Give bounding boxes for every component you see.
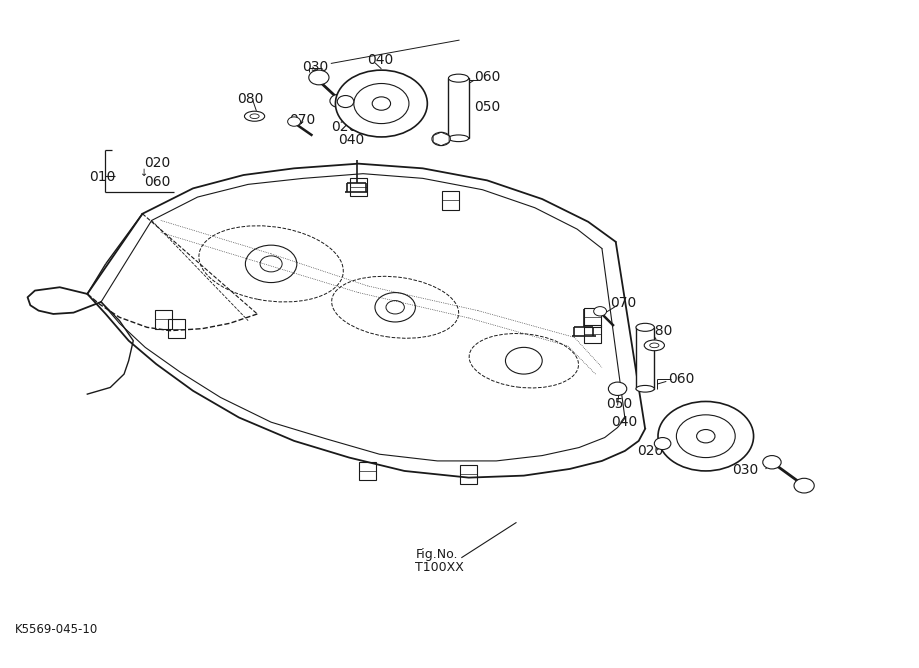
Bar xyxy=(350,178,367,196)
Text: 050: 050 xyxy=(474,100,501,114)
Text: 080: 080 xyxy=(237,92,264,106)
Circle shape xyxy=(288,117,301,126)
Bar xyxy=(359,462,376,480)
Circle shape xyxy=(594,307,607,316)
Ellipse shape xyxy=(244,112,265,122)
Text: 060: 060 xyxy=(144,176,171,189)
Bar xyxy=(584,325,601,343)
Ellipse shape xyxy=(448,74,469,82)
Text: K5569-045-10: K5569-045-10 xyxy=(15,623,98,637)
Circle shape xyxy=(309,70,329,85)
Circle shape xyxy=(658,401,754,471)
Circle shape xyxy=(608,382,627,395)
Text: 030: 030 xyxy=(302,60,329,73)
Ellipse shape xyxy=(448,135,469,142)
Text: 040: 040 xyxy=(368,53,394,67)
Circle shape xyxy=(697,430,715,443)
Text: 060: 060 xyxy=(668,373,695,386)
Text: 070: 070 xyxy=(610,297,637,310)
Ellipse shape xyxy=(636,323,654,331)
Circle shape xyxy=(337,96,354,108)
Text: 060: 060 xyxy=(474,71,501,84)
Circle shape xyxy=(335,70,427,137)
Bar xyxy=(442,191,459,210)
Circle shape xyxy=(354,84,409,124)
Bar xyxy=(155,310,172,329)
Bar xyxy=(460,465,477,484)
Text: 020: 020 xyxy=(331,120,357,134)
Bar xyxy=(584,308,601,327)
Circle shape xyxy=(676,415,735,458)
Bar xyxy=(168,319,185,338)
Text: 040: 040 xyxy=(338,134,365,147)
Text: 020: 020 xyxy=(144,156,171,170)
Circle shape xyxy=(372,97,391,110)
Ellipse shape xyxy=(644,340,664,351)
Bar xyxy=(448,78,469,138)
Circle shape xyxy=(763,456,781,469)
Circle shape xyxy=(432,132,450,146)
Text: T100XX: T100XX xyxy=(415,561,464,574)
Text: ↓: ↓ xyxy=(140,168,148,178)
Circle shape xyxy=(794,478,814,493)
Text: 010: 010 xyxy=(89,170,116,184)
Text: 040: 040 xyxy=(611,415,638,429)
Text: 050: 050 xyxy=(607,397,633,411)
Ellipse shape xyxy=(636,385,654,392)
Circle shape xyxy=(330,94,348,108)
Bar xyxy=(636,327,654,389)
Text: 040: 040 xyxy=(693,453,720,466)
Text: 020: 020 xyxy=(637,444,664,458)
Text: 070: 070 xyxy=(289,114,316,127)
Text: Fig.No.: Fig.No. xyxy=(415,548,458,561)
Text: 080: 080 xyxy=(646,324,673,337)
Circle shape xyxy=(654,438,671,450)
Text: 030: 030 xyxy=(732,464,759,477)
